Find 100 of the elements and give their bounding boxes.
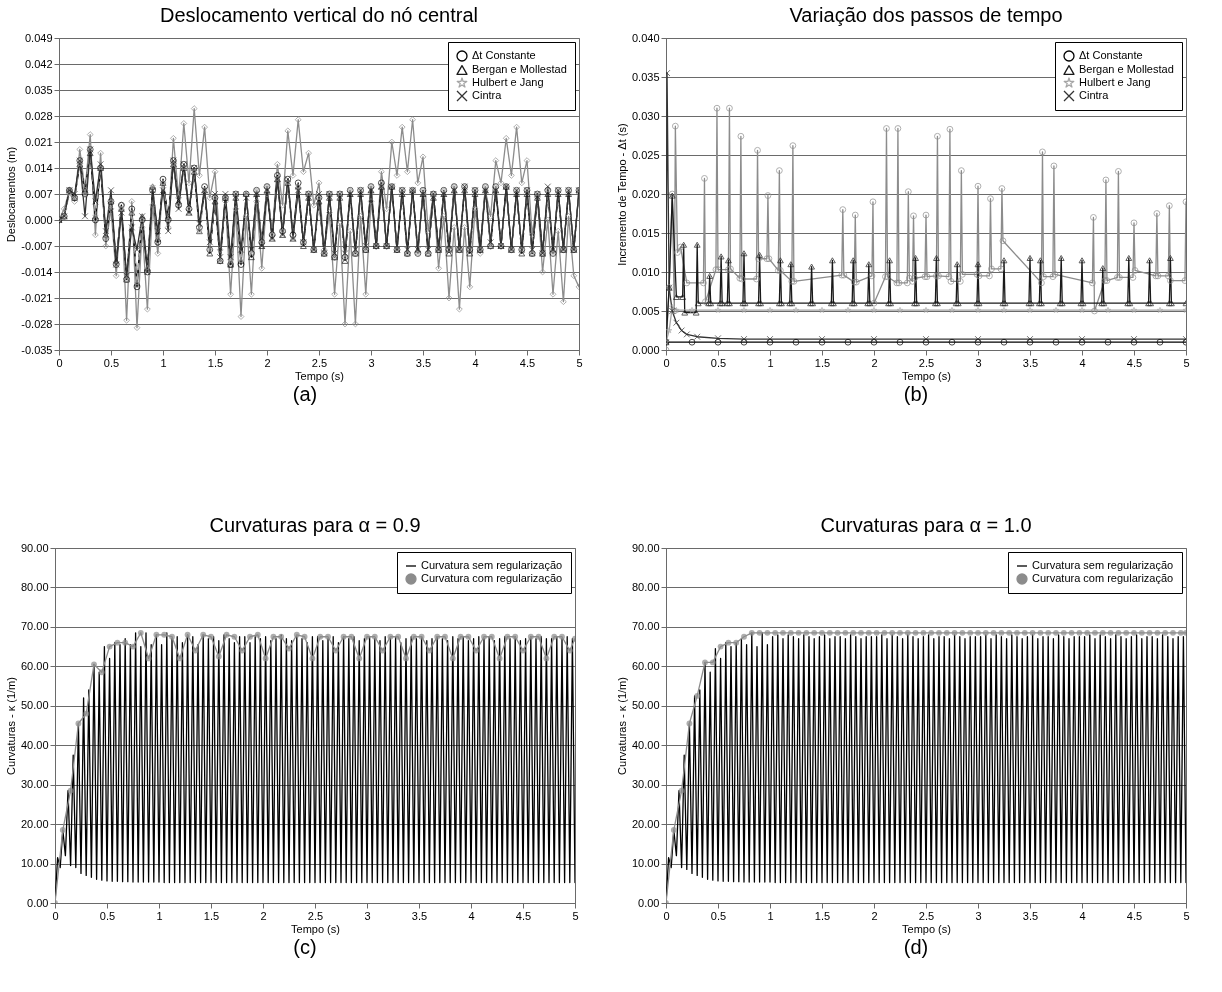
x-axis-title: Tempo (s) — [291, 922, 340, 935]
y-tick-label: 20.00 — [20, 817, 49, 830]
y-tick-label: 90.00 — [631, 541, 660, 554]
y-tick-label: 50.00 — [20, 699, 49, 712]
x-tick-label: 5 — [576, 356, 583, 369]
x-tick-label: 1 — [767, 909, 774, 922]
y-tick-label: 60.00 — [20, 659, 49, 672]
y-tick-label: 0.00 — [638, 896, 660, 909]
x-tick-label: 3 — [368, 356, 375, 369]
y-tick-label: 0.021 — [24, 135, 53, 148]
text: (a) — [291, 383, 319, 406]
x-tick-label: 0 — [52, 909, 59, 922]
y-tick-label: 0.014 — [24, 161, 53, 174]
x-tick-label: 2 — [871, 909, 878, 922]
x-tick-label: 4 — [468, 909, 475, 922]
y-tick-label: 40.00 — [20, 738, 49, 751]
x-tick-label: 5 — [1183, 356, 1190, 369]
x-tick-label: 1.5 — [814, 909, 831, 922]
x-tick-label: 4.5 — [519, 356, 536, 369]
x-tick-label: 2 — [260, 909, 267, 922]
legend-label: Curvatura com regularização — [421, 572, 563, 584]
y-tick-label: -0.035 — [21, 343, 53, 356]
x-tick-label: 0.5 — [710, 909, 727, 922]
y-tick-label: 50.00 — [631, 699, 660, 712]
y-tick-label: 0.020 — [631, 187, 660, 200]
x-tick-label: 4 — [1079, 356, 1086, 369]
y-tick-label: 70.00 — [631, 620, 660, 633]
y-tick-label: 60.00 — [631, 659, 660, 672]
y-tick-label: 90.00 — [20, 541, 49, 554]
y-tick-label: 0.049 — [24, 31, 53, 44]
y-tick-label: 30.00 — [631, 778, 660, 791]
y-tick-label: 0.007 — [24, 187, 53, 200]
y-tick-label: 0.028 — [24, 109, 53, 122]
y-tick-label: 0.005 — [631, 304, 660, 317]
legend-label: Curvatura com regularização — [1032, 572, 1174, 584]
legend-label: Cintra — [1079, 89, 1110, 101]
x-tick-label: 3 — [975, 909, 982, 922]
legend-label: Bergan e Mollestad — [472, 63, 567, 75]
x-tick-label: 1.5 — [207, 356, 224, 369]
y-axis-title: Deslocamentos (m) — [5, 146, 18, 243]
y-tick-label: 30.00 — [20, 778, 49, 791]
y-tick-label: 80.00 — [20, 580, 49, 593]
x-tick-label: 1.5 — [814, 356, 831, 369]
x-tick-label: 0 — [663, 909, 670, 922]
x-tick-label: 4.5 — [1126, 356, 1143, 369]
x-tick-label: 1 — [767, 356, 774, 369]
text: (c) — [292, 936, 318, 959]
x-tick-label: 3.5 — [1022, 356, 1039, 369]
y-tick-label: 0.035 — [631, 70, 660, 83]
y-tick-label: 0.015 — [631, 226, 660, 239]
x-tick-label: 1 — [160, 356, 167, 369]
x-tick-label: 2.5 — [311, 356, 328, 369]
y-tick-label: 0.030 — [631, 109, 660, 122]
x-tick-label: 0.5 — [103, 356, 120, 369]
y-tick-label: 10.00 — [20, 857, 49, 870]
x-tick-label: 2.5 — [307, 909, 324, 922]
chart-title: Variação dos passos de tempo — [789, 4, 1063, 26]
x-tick-label: 1.5 — [203, 909, 220, 922]
y-tick-label: 20.00 — [631, 817, 660, 830]
y-tick-label: 70.00 — [20, 620, 49, 633]
y-tick-label: 0.000 — [24, 213, 53, 226]
legend-label: Δt Constante — [1079, 49, 1143, 61]
x-tick-label: 2 — [871, 356, 878, 369]
legend-label: Curvatura sem regularização — [1032, 559, 1174, 571]
y-tick-label: 0.042 — [24, 57, 53, 70]
x-tick-label: 4 — [472, 356, 479, 369]
y-tick-label: -0.021 — [21, 291, 53, 304]
x-axis-title: Tempo (s) — [295, 369, 344, 382]
y-tick-label: 0.040 — [631, 31, 660, 44]
x-tick-label: 3 — [364, 909, 371, 922]
x-tick-label: 3.5 — [411, 909, 428, 922]
x-tick-label: 4.5 — [515, 909, 532, 922]
legend-label: Bergan e Mollestad — [1079, 63, 1174, 75]
y-tick-label: -0.007 — [21, 239, 53, 252]
x-tick-label: 2.5 — [918, 909, 935, 922]
y-tick-label: 0.035 — [24, 83, 53, 96]
x-axis-title: Tempo (s) — [902, 922, 951, 935]
x-tick-label: 0.5 — [99, 909, 116, 922]
y-tick-label: -0.014 — [21, 265, 53, 278]
x-tick-label: 2 — [264, 356, 271, 369]
x-tick-label: 3 — [975, 356, 982, 369]
x-tick-label: 3.5 — [415, 356, 432, 369]
x-tick-label: 4.5 — [1126, 909, 1143, 922]
y-axis-title: Curvaturas - κ (1/m) — [4, 677, 17, 775]
chart-title: Curvaturas para α = 1.0 — [820, 514, 1032, 536]
y-tick-label: 80.00 — [631, 580, 660, 593]
x-tick-label: 2.5 — [918, 356, 935, 369]
chart-title: Deslocamento vertical do nó central — [160, 4, 478, 26]
y-tick-label: 0.025 — [631, 148, 660, 161]
x-tick-label: 5 — [1183, 909, 1190, 922]
x-tick-label: 5 — [572, 909, 579, 922]
x-axis-title: Tempo (s) — [902, 369, 951, 382]
y-tick-label: 0.010 — [631, 265, 660, 278]
y-tick-label: 0.00 — [27, 896, 49, 909]
y-axis-title: Curvaturas - κ (1/m) — [615, 677, 628, 775]
y-axis-title: Incremento de Tempo - Δt (s) — [615, 123, 628, 266]
legend-label: Curvatura sem regularização — [421, 559, 563, 571]
x-tick-label: 0 — [663, 356, 670, 369]
x-tick-label: 1 — [156, 909, 163, 922]
y-tick-label: 40.00 — [631, 738, 660, 751]
